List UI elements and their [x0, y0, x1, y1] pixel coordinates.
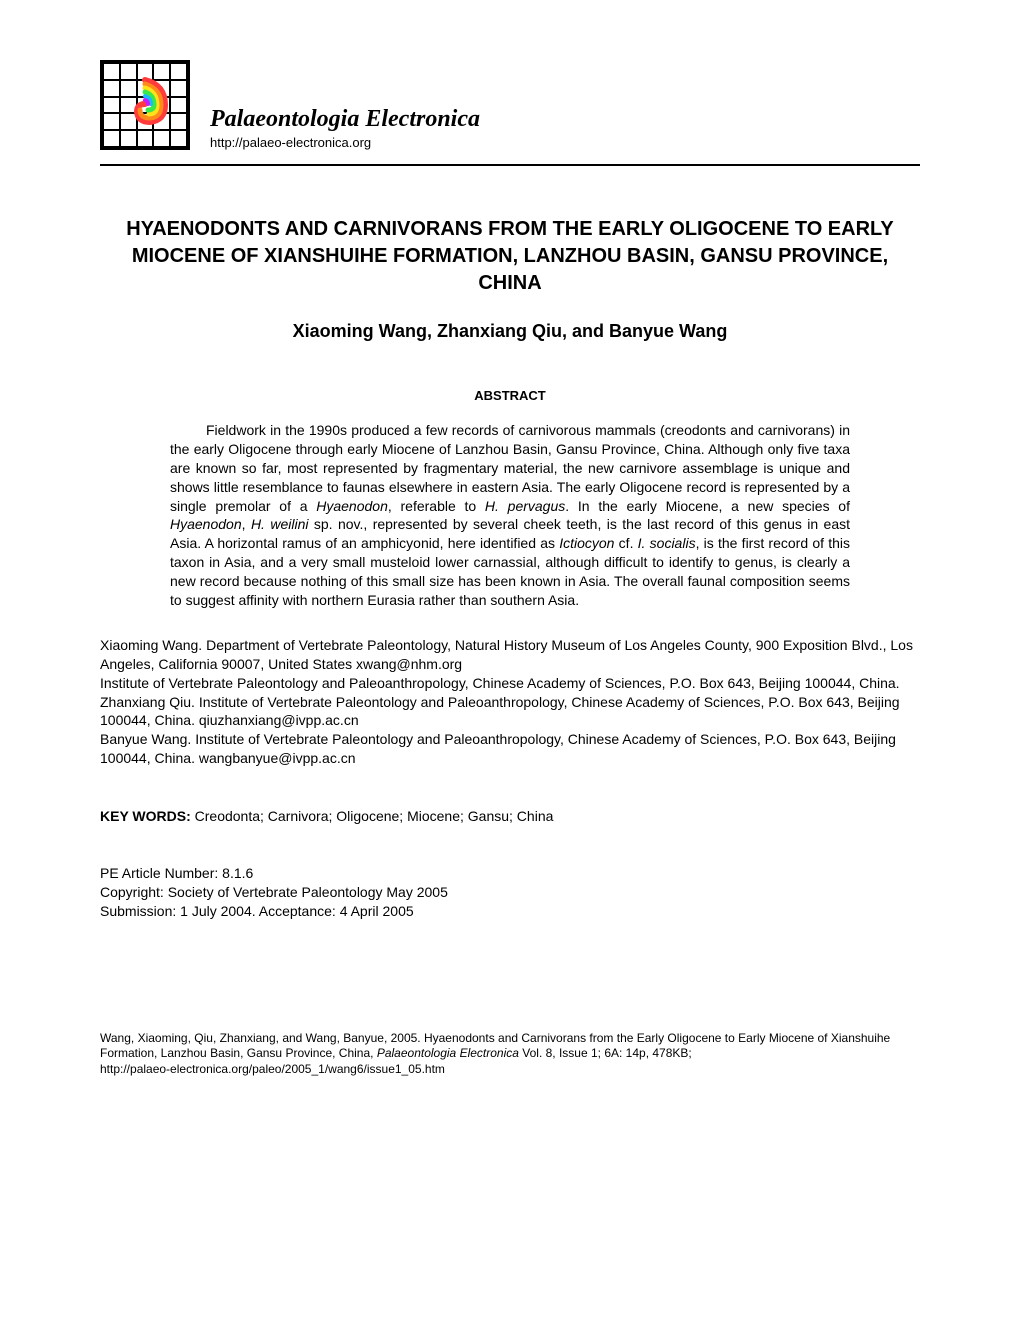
affiliation-line: Banyue Wang. Institute of Vertebrate Pal…	[100, 730, 920, 768]
header-divider	[100, 164, 920, 166]
citation-after: Vol. 8, Issue 1; 6A: 14p, 478KB;	[519, 1046, 692, 1060]
article-authors: Xiaoming Wang, Zhanxiang Qiu, and Banyue…	[100, 321, 920, 342]
journal-url: http://palaeo-electronica.org	[210, 135, 480, 150]
submission-line: Submission: 1 July 2004. Acceptance: 4 A…	[100, 902, 920, 921]
journal-info: Palaeontologia Electronica http://palaeo…	[210, 106, 480, 150]
affiliation-line: Xiaoming Wang. Department of Vertebrate …	[100, 636, 920, 674]
journal-logo	[100, 60, 190, 150]
abstract-heading: ABSTRACT	[100, 388, 920, 403]
keywords-row: KEY WORDS: Creodonta; Carnivora; Oligoce…	[100, 808, 920, 824]
keywords-label: KEY WORDS:	[100, 808, 191, 824]
abstract-text: Fieldwork in the 1990s produced a few re…	[170, 422, 850, 608]
copyright-line: Copyright: Society of Vertebrate Paleont…	[100, 883, 920, 902]
author-affiliations: Xiaoming Wang. Department of Vertebrate …	[100, 636, 920, 768]
abstract-body: Fieldwork in the 1990s produced a few re…	[100, 421, 920, 610]
article-title: HYAENODONTS AND CARNIVORANS FROM THE EAR…	[100, 216, 920, 297]
citation-url: http://palaeo-electronica.org/paleo/2005…	[100, 1062, 920, 1078]
affiliation-line: Institute of Vertebrate Paleontology and…	[100, 674, 920, 693]
ammonite-icon	[110, 70, 180, 140]
article-meta: PE Article Number: 8.1.6 Copyright: Soci…	[100, 864, 920, 921]
citation-block: Wang, Xiaoming, Qiu, Zhanxiang, and Wang…	[100, 1031, 920, 1078]
journal-header: Palaeontologia Electronica http://palaeo…	[100, 60, 920, 150]
citation-journal: Palaeontologia Electronica	[377, 1046, 519, 1060]
journal-name: Palaeontologia Electronica	[210, 106, 480, 133]
affiliation-line: Zhanxiang Qiu. Institute of Vertebrate P…	[100, 693, 920, 731]
keywords-text: Creodonta; Carnivora; Oligocene; Miocene…	[191, 808, 554, 824]
article-number: PE Article Number: 8.1.6	[100, 864, 920, 883]
